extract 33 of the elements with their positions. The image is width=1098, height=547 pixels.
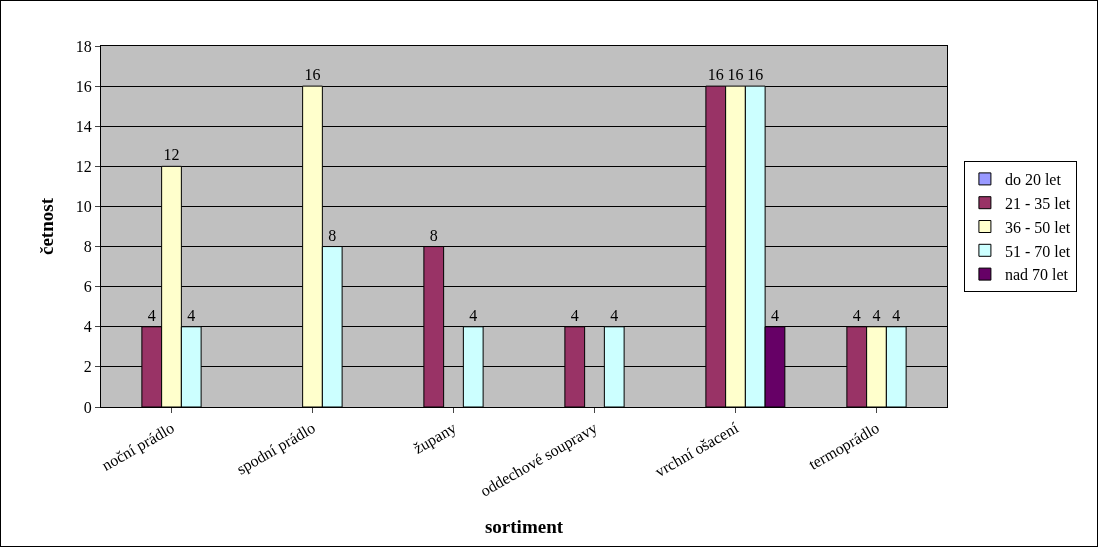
y-tick-label: 16	[75, 77, 92, 95]
y-tick-label: 10	[75, 198, 92, 216]
data-label: 16	[747, 66, 764, 84]
legend-label: 36 - 50 let	[1004, 218, 1071, 236]
data-label: 16	[727, 66, 744, 84]
y-tick-label: 4	[83, 318, 92, 336]
data-label: 16	[304, 66, 321, 84]
data-label: 4	[770, 306, 779, 324]
data-label: 8	[429, 226, 438, 244]
data-label: 4	[852, 306, 861, 324]
y-axis-title: četnost	[36, 197, 57, 255]
data-label: 4	[469, 306, 478, 324]
y-tick-label: 8	[83, 238, 92, 256]
legend-label: nad 70 let	[1004, 266, 1069, 284]
y-tick-label: 2	[83, 358, 92, 376]
data-label: 4	[570, 306, 579, 324]
y-tick-label: 0	[83, 398, 92, 416]
data-label: 4	[892, 306, 901, 324]
data-label: 4	[610, 306, 619, 324]
x-axis-title: sortiment	[484, 516, 564, 538]
data-label: 8	[328, 226, 337, 244]
y-tick-label: 12	[75, 157, 92, 175]
legend-label: 21 - 35 let	[1004, 194, 1071, 212]
data-label: 4	[872, 306, 881, 324]
legend-label: do 20 let	[1004, 171, 1062, 189]
y-tick-label: 6	[83, 278, 92, 296]
data-label: 16	[707, 66, 724, 84]
y-tick-label: 14	[75, 117, 92, 135]
data-label: 4	[147, 306, 156, 324]
data-label: 4	[187, 306, 196, 324]
legend-label: 51 - 70 let	[1004, 242, 1071, 260]
data-label: 12	[163, 146, 180, 164]
y-tick-label: 18	[75, 37, 92, 55]
